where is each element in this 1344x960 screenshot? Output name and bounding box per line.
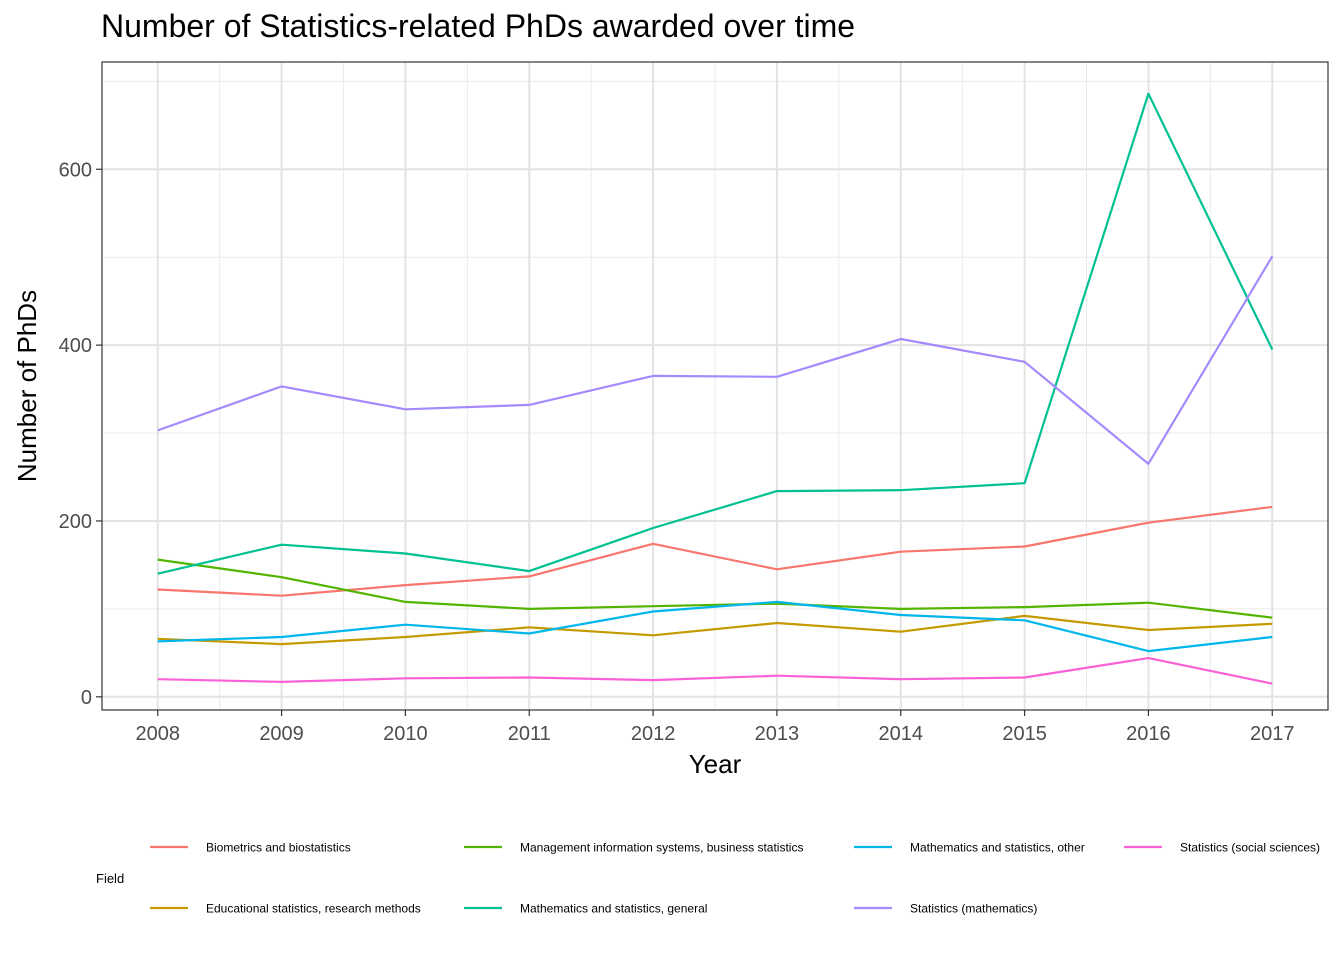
series-line-4 [157,92,1274,575]
x-tick-label: 2012 [631,723,676,745]
x-tick-label: 2010 [383,723,428,745]
legend: Field Biometrics and biostatistics Educat… [96,841,1320,916]
y-tick-label: 400 [59,335,92,357]
x-tick-label: 2008 [135,723,180,745]
series-line-5 [157,600,1273,653]
x-axis: 2008 2009 2010 2011 2012 2013 2014 2015 2016 2017 [135,710,1295,745]
legend-label-1: Biometrics and biostatistics [206,841,351,855]
x-tick-label: 2016 [1126,723,1171,745]
legend-label-5: Mathematics and statistics, other [910,841,1085,855]
series-line-2 [157,614,1273,646]
x-tick-label: 2014 [879,723,924,745]
y-tick-label: 600 [59,159,92,181]
y-axis: 0 200 400 600 [59,159,102,709]
series-line-3 [157,558,1273,619]
x-tick-label: 2011 [508,723,551,745]
legend-label-6: Statistics (mathematics) [910,902,1037,916]
x-tick-label: 2017 [1250,723,1295,745]
x-axis-title: Year [689,749,742,779]
series-lines [157,92,1274,685]
y-tick-label: 200 [59,511,92,533]
chart-title: Number of Statistics-related PhDs awarde… [101,8,856,44]
legend-label-4: Mathematics and statistics, general [520,902,707,916]
minor-grid [102,62,1328,710]
legend-label-7: Statistics (social sciences) [1180,841,1320,855]
x-tick-label: 2013 [755,723,800,745]
plot-panel-border [101,61,1329,711]
legend-label-2: Educational statistics, research methods [206,902,421,916]
x-tick-label: 2015 [1002,723,1047,745]
legend-title: Field [96,871,124,886]
legend-label-3: Management information systems, business… [520,841,803,855]
x-tick-label: 2009 [259,723,304,745]
y-tick-label: 0 [81,687,92,709]
y-axis-title: Number of PhDs [12,290,42,482]
series-line-6 [157,255,1274,465]
series-line-7 [157,656,1273,685]
